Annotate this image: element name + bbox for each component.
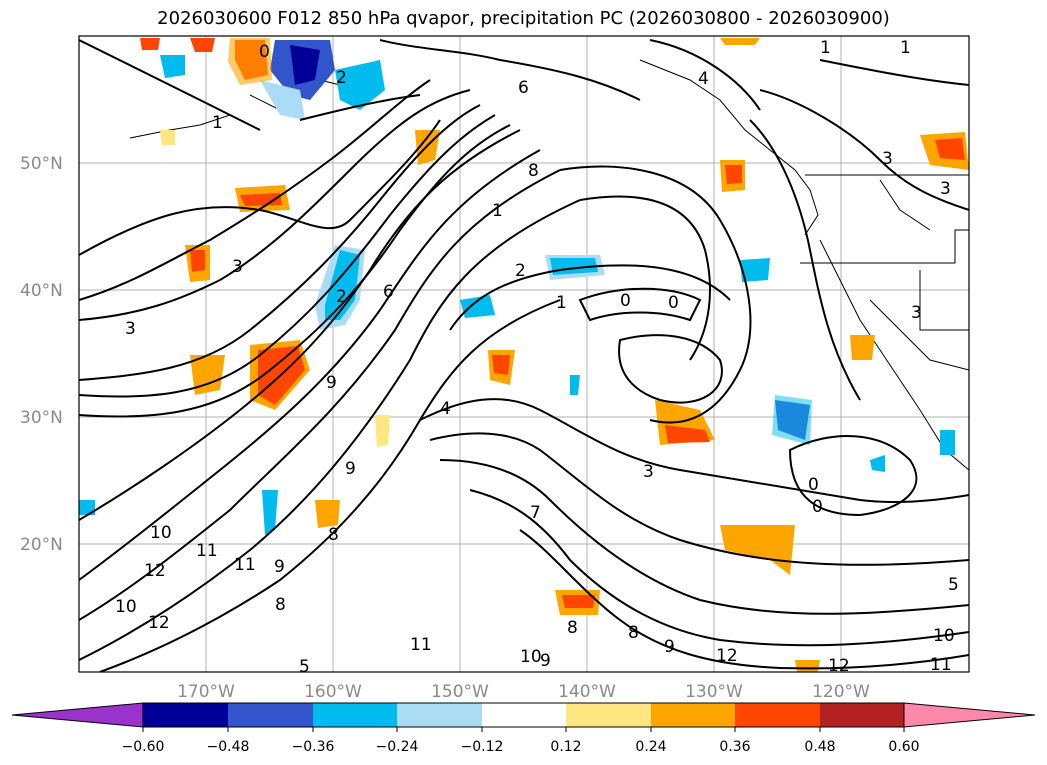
contour-label: 8 [328, 525, 339, 545]
contour-label: 12 [716, 646, 738, 666]
contour-label: 3 [940, 179, 951, 199]
contour-label: 9 [664, 637, 675, 657]
contour-label: 0 [620, 291, 631, 311]
colorbar-tick-label: −0.36 [292, 739, 335, 755]
contour-label: 3 [125, 319, 136, 339]
colorbar-tick-label: 0.24 [635, 739, 666, 755]
colorbar-extend-high [903, 702, 1036, 728]
colorbar-swatch [482, 703, 566, 727]
contour-label: 1 [900, 38, 911, 58]
lon-label: 150°W [431, 682, 489, 702]
lon-label: 120°W [812, 682, 870, 702]
plot-area [79, 36, 969, 672]
contour-label: 8 [628, 623, 639, 643]
colorbar-tick-label: 0.36 [719, 739, 750, 755]
contour-label: 9 [540, 651, 551, 671]
lon-label: 140°W [558, 682, 616, 702]
qvapor-contours [79, 39, 969, 672]
colorbar-tick-label: −0.12 [461, 739, 504, 755]
contour-label: 3 [882, 149, 893, 169]
contour-label: 10 [115, 597, 137, 617]
graticule [79, 36, 969, 672]
latitude-labels: 50°N 40°N 30°N 20°N [20, 154, 63, 555]
contour-label: 9 [274, 557, 285, 577]
contour-label: 4 [440, 399, 451, 419]
lat-label: 20°N [20, 535, 63, 555]
contour-label: 11 [410, 635, 432, 655]
colorbar-tick-label: 0.48 [804, 739, 835, 755]
lon-label: 130°W [685, 682, 743, 702]
contour-label: 6 [518, 78, 529, 98]
contour-label: 12 [148, 613, 170, 633]
contour-label: 10 [520, 647, 542, 667]
colorbar: −0.60 −0.48 −0.36 −0.24 −0.12 0.12 0.24 … [11, 702, 1036, 755]
colorbar-swatch [651, 703, 735, 727]
lat-label: 40°N [20, 281, 63, 301]
contour-label: 10 [933, 626, 955, 646]
contour-label: 7 [530, 503, 541, 523]
longitude-labels: 170°W 160°W 150°W 140°W 130°W 120°W [177, 682, 870, 702]
contour-label: 12 [828, 656, 850, 676]
colorbar-tick-label: 0.60 [888, 739, 919, 755]
colorbar-swatch [735, 703, 820, 727]
contour-label: 12 [144, 561, 166, 581]
contour-label: 8 [567, 618, 578, 638]
contour-label: 2 [336, 68, 347, 88]
contour-label: 11 [234, 555, 256, 575]
colorbar-swatch [397, 703, 482, 727]
contour-label: 0 [812, 497, 823, 517]
contour-label: 5 [299, 657, 310, 677]
colorbar-tick-label: −0.48 [207, 739, 250, 755]
contour-label: 9 [345, 459, 356, 479]
contour-label: 0 [668, 293, 679, 313]
colorbar-tick-label: 0.12 [550, 739, 581, 755]
contour-label: 0 [259, 42, 270, 62]
colorbar-tick-label: −0.24 [376, 739, 419, 755]
colorbar-tick-label: −0.60 [122, 739, 165, 755]
colorbar-frame [142, 702, 905, 728]
contour-label: 2 [515, 261, 526, 281]
precip-shading [79, 38, 969, 672]
contour-label: 11 [196, 541, 218, 561]
contour-labels: 0 1 2 6 1 4 8 1 3 3 2 6 1 0 0 2 3 9 9 5 … [115, 38, 959, 677]
contour-label: 6 [383, 282, 394, 302]
contour-label: 5 [948, 575, 959, 595]
lat-label: 30°N [20, 408, 63, 428]
contour-label: 9 [326, 373, 337, 393]
colorbar-swatch [566, 703, 651, 727]
contour-label: 2 [336, 287, 347, 307]
contour-label: 11 [930, 655, 952, 675]
lat-label: 50°N [20, 154, 63, 174]
contour-label: 1 [212, 113, 223, 133]
contour-label: 1 [556, 293, 567, 313]
colorbar-swatch [143, 703, 228, 727]
contour-label: 1 [820, 38, 831, 58]
contour-label: 4 [698, 69, 709, 89]
lon-label: 170°W [177, 682, 235, 702]
contour-label: 1 [492, 201, 503, 221]
map-title: 2026030600 F012 850 hPa qvapor, precipit… [157, 8, 890, 29]
contour-label: 10 [150, 523, 172, 543]
contour-label: 8 [275, 595, 286, 615]
colorbar-swatch [228, 703, 313, 727]
plot-frame [78, 35, 970, 673]
contour-label: 8 [528, 161, 539, 181]
lon-label: 160°W [304, 682, 362, 702]
contour-label: 3 [911, 303, 922, 323]
colorbar-swatch [820, 703, 904, 727]
contour-label: 3 [643, 462, 654, 482]
contour-label: 3 [232, 257, 243, 277]
colorbar-swatch [313, 703, 397, 727]
contour-label: 0 [808, 475, 819, 495]
colorbar-extend-low [11, 702, 144, 728]
